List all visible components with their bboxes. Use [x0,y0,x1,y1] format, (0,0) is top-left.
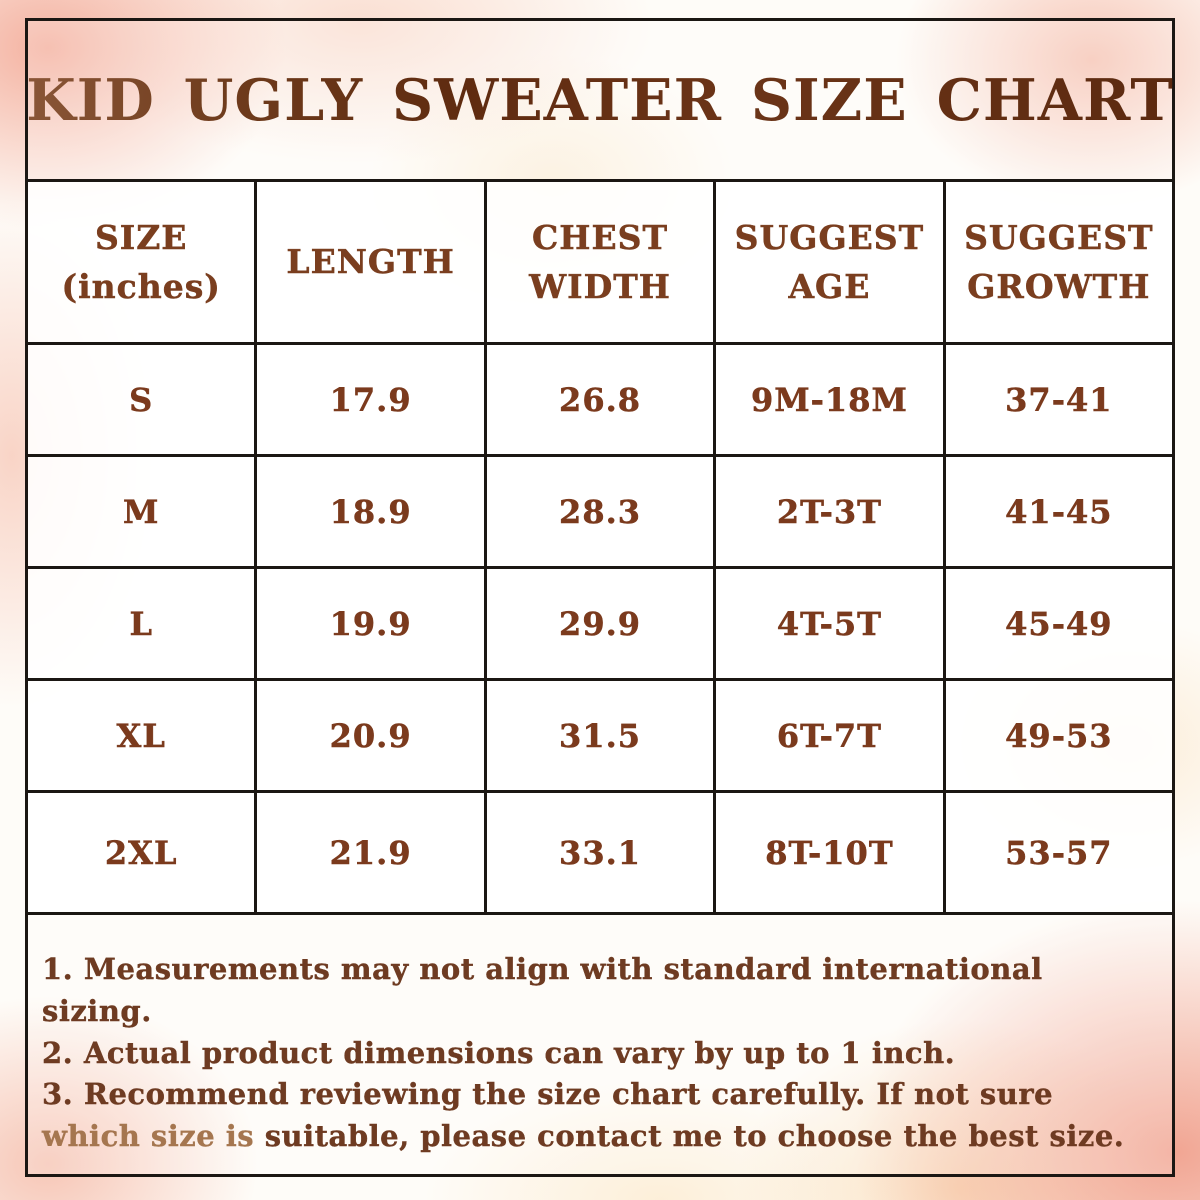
page-title: KID UGLY SWEATER SIZE CHART [26,66,1174,134]
table-row-xl: XL 20.9 31.5 6T-7T 49-53 [28,681,1173,793]
cell-length: 20.9 [257,681,487,790]
header-line: AGE [788,267,871,306]
table-row-m: M 18.9 28.3 2T-3T 41-45 [28,457,1173,569]
column-header-suggest-age: SUGGEST AGE [716,182,946,342]
cell-suggest-age: 2T-3T [716,457,946,566]
cell-suggest-age: 8T-10T [716,793,946,912]
cell-suggest-growth: 41-45 [945,457,1173,566]
header-line: SUGGEST [734,217,925,257]
cell-suggest-growth: 49-53 [945,681,1173,790]
column-header-chest-width: CHEST WIDTH [486,182,717,342]
cell-size: XL [28,681,258,790]
cell-size: M [28,457,258,566]
column-header-length: LENGTH [257,182,487,342]
table-header-row: SIZE (inches) LENGTH CHEST WIDTH SUGGEST… [28,182,1173,345]
note-1: 1. Measurements may not align with stand… [42,949,1148,1033]
note-3-highlight: which size is [42,1119,255,1153]
cell-chest-width: 28.3 [486,457,717,566]
cell-length: 21.9 [257,793,487,912]
cell-chest-width: 31.5 [486,681,717,790]
cell-size: S [28,345,258,454]
cell-chest-width: 26.8 [486,345,717,454]
note-2: 2. Actual product dimensions can vary by… [42,1033,1148,1075]
cell-suggest-growth: 53-57 [945,793,1173,912]
cell-length: 18.9 [257,457,487,566]
header-line: SIZE [94,217,188,257]
cell-suggest-age: 9M-18M [716,345,946,454]
note-3-text: 3. Recommend reviewing the size chart ca… [42,1077,1054,1112]
cell-size: 2XL [28,793,258,912]
notes-section: 1. Measurements may not align with stand… [28,915,1172,1174]
chart-title-box: KID UGLY SWEATER SIZE CHART [26,21,1174,182]
column-header-size: SIZE (inches) [28,182,258,342]
cell-suggest-age: 6T-7T [716,681,946,790]
table-row-s: S 17.9 26.8 9M-18M 37-41 [28,345,1173,457]
cell-suggest-growth: 37-41 [945,345,1173,454]
cell-length: 17.9 [257,345,487,454]
table-row-2xl: 2XL 21.9 33.1 8T-10T 53-57 [28,793,1173,915]
cell-length: 19.9 [257,569,487,678]
cell-suggest-age: 4T-5T [716,569,946,678]
header-line: WIDTH [529,267,671,306]
note-2-text: 2. Actual product dimensions can vary by… [42,1035,956,1070]
note-3-text-end: suitable, please contact me to choose th… [254,1119,1125,1153]
cell-chest-width: 33.1 [486,793,717,912]
cell-chest-width: 29.9 [486,569,717,678]
column-header-suggest-growth: SUGGEST GROWTH [945,182,1173,342]
note-3: 3. Recommend reviewing the size chart ca… [42,1074,1148,1158]
header-line: SUGGEST [964,217,1154,257]
note-1-text: 1. Measurements may not align with stand… [42,952,1043,1028]
table-row-l: L 19.9 29.9 4T-5T 45-49 [28,569,1173,681]
cell-size: L [28,569,258,678]
size-chart-frame: KID UGLY SWEATER SIZE CHART SIZE (inches… [25,18,1175,1177]
header-line: GROWTH [967,267,1151,306]
header-line: LENGTH [286,242,455,282]
cell-suggest-growth: 45-49 [945,569,1173,678]
header-line: CHEST [532,217,669,257]
header-line: (inches) [61,267,221,306]
